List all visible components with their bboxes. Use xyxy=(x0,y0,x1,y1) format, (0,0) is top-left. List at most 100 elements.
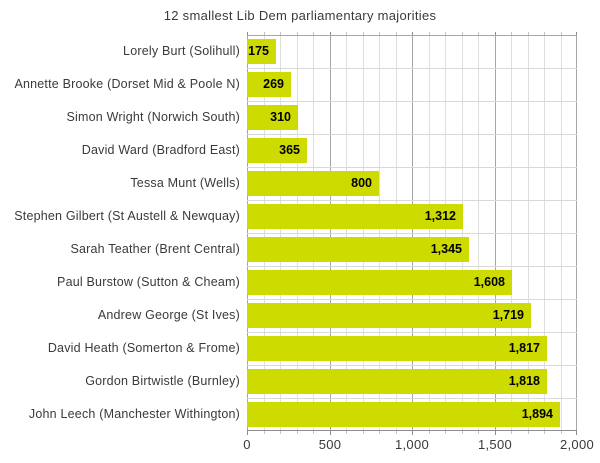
row-gridline xyxy=(247,101,577,102)
axis-tick xyxy=(264,431,265,434)
row-gridline xyxy=(247,167,577,168)
axis-tick xyxy=(379,431,380,434)
value-label: 1,817 xyxy=(508,341,540,355)
value-label: 1,312 xyxy=(424,209,456,223)
x-axis-labels: 0 500 1,000 1,500 2,000 xyxy=(0,437,600,457)
row-gridline xyxy=(247,332,577,333)
bar: 1,719 xyxy=(247,303,531,328)
row-gridline xyxy=(247,398,577,399)
value-label: 365 xyxy=(279,143,300,157)
bar: 1,894 xyxy=(247,402,560,427)
row-gridline xyxy=(247,299,577,300)
bar: 269 xyxy=(247,72,291,97)
category-label: Lorely Burt (Solihull) xyxy=(123,44,240,58)
bar: 1,818 xyxy=(247,369,547,394)
row-gridline xyxy=(247,233,577,234)
axis-tick xyxy=(264,32,265,35)
axis-tick xyxy=(511,431,512,434)
x-tick-label: 0 xyxy=(243,437,251,452)
axis-tick xyxy=(346,32,347,35)
row-gridline xyxy=(247,134,577,135)
axis-tick xyxy=(462,431,463,434)
axis-tick xyxy=(576,32,577,35)
x-tick-label: 1,000 xyxy=(394,437,430,452)
axis-tick xyxy=(313,431,314,434)
axis-tick xyxy=(412,32,413,35)
category-label: Paul Burstow (Sutton & Cheam) xyxy=(57,275,240,289)
axis-tick xyxy=(576,431,577,435)
axis-tick xyxy=(495,431,496,435)
axis-tick xyxy=(396,32,397,35)
x-axis-line xyxy=(247,430,577,431)
category-label: Sarah Teather (Brent Central) xyxy=(70,242,240,256)
category-label: David Heath (Somerton & Frome) xyxy=(47,341,240,355)
axis-tick xyxy=(511,32,512,35)
axis-tick xyxy=(313,32,314,35)
bar: 365 xyxy=(247,138,307,163)
chart-title: 12 smallest Lib Dem parliamentary majori… xyxy=(163,8,437,23)
axis-tick xyxy=(429,32,430,35)
axis-tick xyxy=(478,431,479,434)
row-gridline xyxy=(247,365,577,366)
row-gridline xyxy=(247,68,577,69)
bar: 175 xyxy=(247,39,276,64)
axis-tick xyxy=(247,32,248,35)
axis-tick xyxy=(297,32,298,35)
axis-tick xyxy=(544,32,545,35)
axis-tick xyxy=(330,32,331,35)
value-label: 1,608 xyxy=(473,275,505,289)
category-label: Simon Wright (Norwich South) xyxy=(66,110,240,124)
category-label: John Leech (Manchester Withington) xyxy=(28,407,240,421)
value-label: 1,818 xyxy=(508,374,540,388)
axis-tick xyxy=(412,431,413,435)
bar: 1,817 xyxy=(247,336,547,361)
value-label: 1,345 xyxy=(430,242,462,256)
bar: 800 xyxy=(247,171,379,196)
category-label: Stephen Gilbert (St Austell & Newquay) xyxy=(14,209,240,223)
axis-tick xyxy=(363,431,364,434)
axis-tick xyxy=(528,32,529,35)
value-label: 1,894 xyxy=(521,407,553,421)
x-tick-label: 2,000 xyxy=(559,437,595,452)
axis-tick xyxy=(280,32,281,35)
axis-tick xyxy=(396,431,397,434)
axis-tick xyxy=(247,431,248,435)
axis-tick xyxy=(445,32,446,35)
category-label: Gordon Birtwistle (Burnley) xyxy=(85,374,240,388)
bar: 310 xyxy=(247,105,298,130)
axis-tick xyxy=(495,32,496,35)
axis-tick xyxy=(561,32,562,35)
axis-tick xyxy=(544,431,545,434)
category-label: Annette Brooke (Dorset Mid & Poole N) xyxy=(14,77,240,91)
category-label: Andrew George (St Ives) xyxy=(97,308,240,322)
x-tick-label: 500 xyxy=(318,437,342,452)
axis-tick xyxy=(561,431,562,434)
axis-tick xyxy=(330,431,331,435)
bar: 1,345 xyxy=(247,237,469,262)
value-label: 175 xyxy=(248,44,269,58)
bar: 1,608 xyxy=(247,270,512,295)
plot-area: 175 269 310 365 800 1,312 1,345 1,608 1,719 1,817… xyxy=(247,32,577,435)
value-label: 269 xyxy=(263,77,284,91)
axis-tick xyxy=(528,431,529,434)
value-label: 1,719 xyxy=(492,308,524,322)
axis-tick xyxy=(280,431,281,434)
x-tick-label: 1,500 xyxy=(477,437,513,452)
value-label: 800 xyxy=(351,176,372,190)
category-label: Tessa Munt (Wells) xyxy=(130,176,240,190)
axis-tick xyxy=(462,32,463,35)
category-label: David Ward (Bradford East) xyxy=(81,143,240,157)
plot-top-border xyxy=(247,35,577,36)
row-gridline xyxy=(247,200,577,201)
axis-tick xyxy=(346,431,347,434)
value-label: 310 xyxy=(270,110,291,124)
axis-tick xyxy=(363,32,364,35)
axis-tick xyxy=(297,431,298,434)
axis-tick xyxy=(445,431,446,434)
axis-tick xyxy=(429,431,430,434)
row-gridline xyxy=(247,266,577,267)
axis-tick xyxy=(379,32,380,35)
bar: 1,312 xyxy=(247,204,463,229)
axis-tick xyxy=(478,32,479,35)
